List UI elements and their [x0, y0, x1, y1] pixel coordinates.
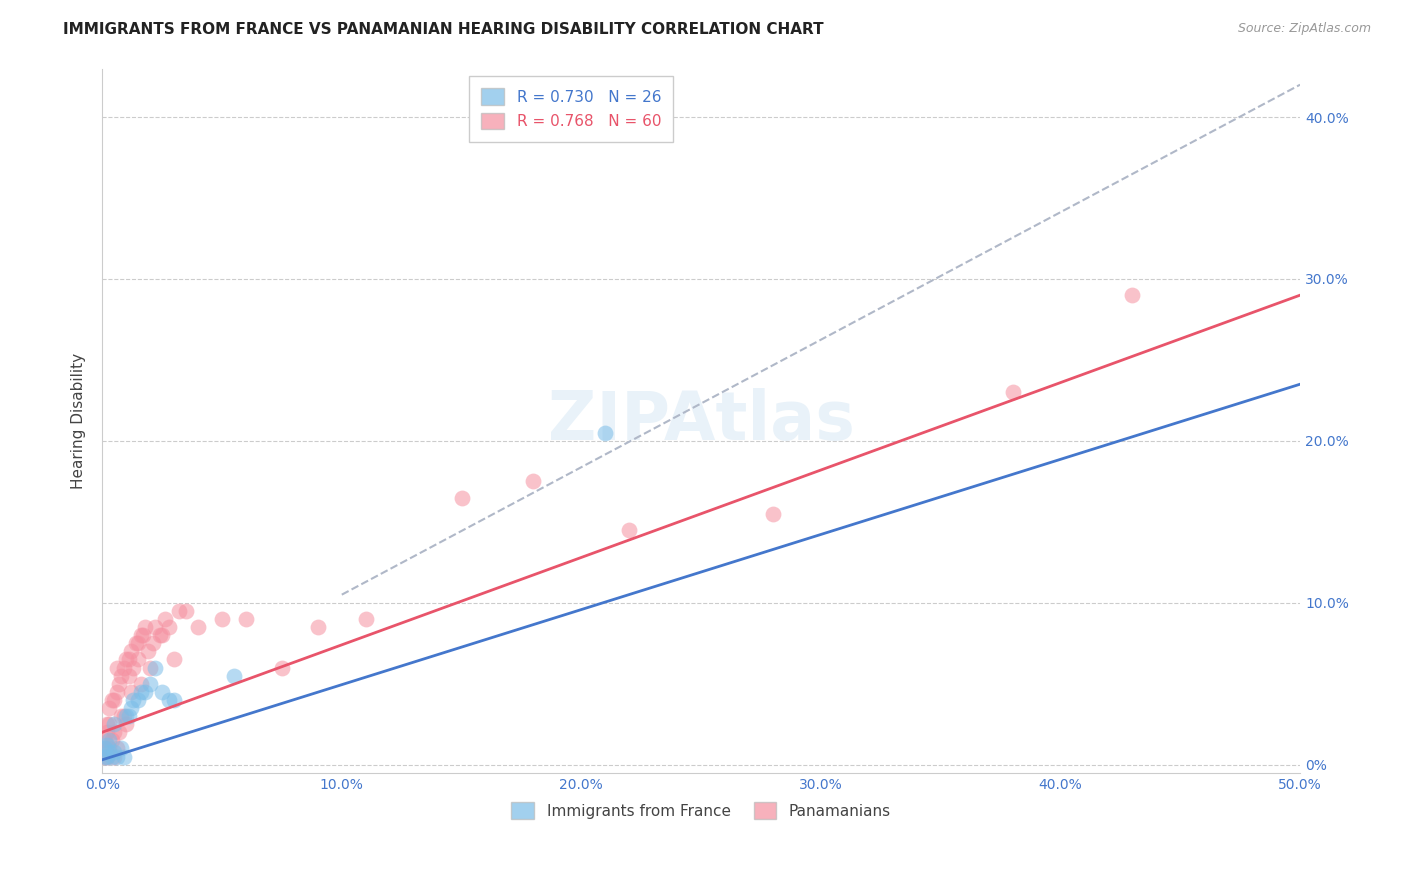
- Legend: Immigrants from France, Panamanians: Immigrants from France, Panamanians: [505, 796, 897, 825]
- Point: [93, 749, 115, 764]
- Point: [96, 717, 118, 731]
- Point: [163, 693, 186, 707]
- Point: [139, 660, 162, 674]
- Point: [1001, 385, 1024, 400]
- Point: [98, 717, 121, 731]
- Point: [595, 425, 617, 440]
- Point: [112, 709, 135, 723]
- Point: [127, 636, 149, 650]
- Point: [136, 644, 159, 658]
- Point: [450, 491, 472, 505]
- Point: [105, 660, 128, 674]
- Point: [112, 749, 135, 764]
- Point: [93, 733, 115, 747]
- Point: [132, 628, 155, 642]
- Point: [762, 507, 785, 521]
- Point: [150, 685, 173, 699]
- Point: [103, 749, 125, 764]
- Point: [103, 725, 125, 739]
- Point: [96, 749, 118, 764]
- Point: [96, 725, 118, 739]
- Point: [120, 644, 142, 658]
- Point: [149, 628, 172, 642]
- Point: [167, 604, 190, 618]
- Point: [115, 717, 138, 731]
- Point: [153, 612, 176, 626]
- Point: [96, 749, 118, 764]
- Point: [141, 636, 163, 650]
- Point: [110, 668, 132, 682]
- Point: [93, 749, 115, 764]
- Point: [157, 693, 180, 707]
- Text: ZIPAtlas: ZIPAtlas: [548, 388, 855, 454]
- Point: [129, 628, 152, 642]
- Text: Source: ZipAtlas.com: Source: ZipAtlas.com: [1237, 22, 1371, 36]
- Point: [1121, 288, 1143, 302]
- Y-axis label: Hearing Disability: Hearing Disability: [72, 352, 86, 489]
- Point: [105, 741, 128, 756]
- Point: [112, 660, 135, 674]
- Point: [222, 668, 245, 682]
- Point: [127, 693, 149, 707]
- Point: [98, 741, 121, 756]
- Point: [134, 685, 156, 699]
- Point: [150, 628, 173, 642]
- Point: [101, 733, 124, 747]
- Point: [117, 652, 139, 666]
- Point: [103, 717, 125, 731]
- Point: [115, 652, 138, 666]
- Point: [101, 749, 124, 764]
- Point: [143, 620, 166, 634]
- Point: [105, 749, 128, 764]
- Point: [103, 693, 125, 707]
- Point: [163, 652, 186, 666]
- Point: [143, 660, 166, 674]
- Point: [129, 676, 152, 690]
- Point: [122, 660, 145, 674]
- Point: [108, 676, 131, 690]
- Point: [105, 685, 128, 699]
- Point: [619, 523, 641, 537]
- Point: [108, 725, 131, 739]
- Point: [98, 701, 121, 715]
- Point: [134, 620, 156, 634]
- Point: [187, 620, 209, 634]
- Point: [101, 693, 124, 707]
- Point: [96, 738, 118, 752]
- Point: [120, 701, 142, 715]
- Point: [522, 475, 544, 489]
- Point: [174, 604, 197, 618]
- Text: IMMIGRANTS FROM FRANCE VS PANAMANIAN HEARING DISABILITY CORRELATION CHART: IMMIGRANTS FROM FRANCE VS PANAMANIAN HEA…: [63, 22, 824, 37]
- Point: [98, 745, 121, 759]
- Point: [129, 685, 152, 699]
- Point: [98, 733, 121, 747]
- Point: [307, 620, 329, 634]
- Point: [120, 685, 142, 699]
- Point: [93, 741, 115, 756]
- Point: [125, 636, 148, 650]
- Point: [117, 668, 139, 682]
- Point: [110, 709, 132, 723]
- Point: [211, 612, 233, 626]
- Point: [127, 652, 149, 666]
- Point: [157, 620, 180, 634]
- Point: [270, 660, 292, 674]
- Point: [117, 709, 139, 723]
- Point: [139, 676, 162, 690]
- Point: [354, 612, 377, 626]
- Point: [122, 693, 145, 707]
- Point: [110, 741, 132, 756]
- Point: [115, 709, 138, 723]
- Point: [103, 745, 125, 759]
- Point: [235, 612, 257, 626]
- Point: [93, 741, 115, 756]
